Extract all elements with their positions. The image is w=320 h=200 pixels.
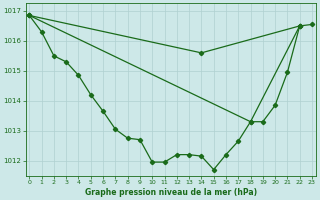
X-axis label: Graphe pression niveau de la mer (hPa): Graphe pression niveau de la mer (hPa) [84,188,257,197]
